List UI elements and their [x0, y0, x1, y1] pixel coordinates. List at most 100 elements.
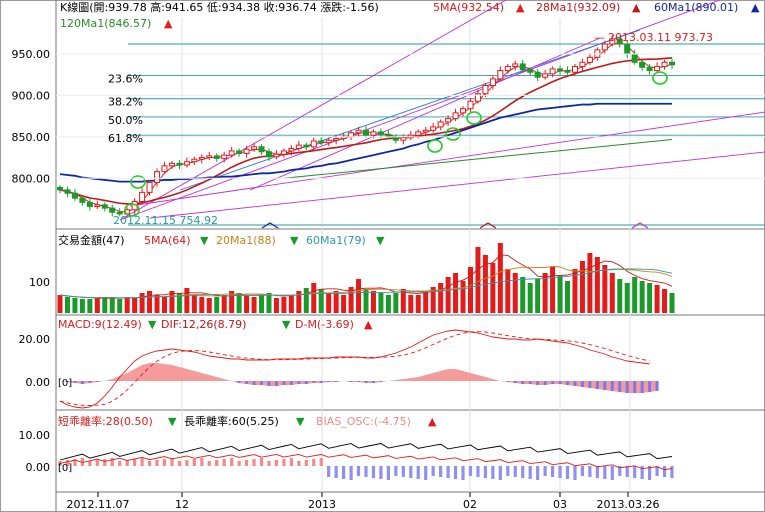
dif-line	[59, 329, 650, 409]
candle-body	[527, 69, 534, 73]
volume-bar	[147, 291, 153, 313]
bias-bar	[133, 459, 137, 466]
volume-bar	[445, 277, 451, 313]
macd-negative-bar	[88, 381, 92, 383]
macd-negative-bar	[543, 381, 547, 385]
candle-body	[86, 201, 93, 207]
macd-histogram-area	[60, 363, 658, 393]
macd-negative-bar	[349, 381, 353, 382]
macd-negative-bar	[640, 381, 644, 393]
bias-bar	[140, 458, 144, 466]
volume-bar	[169, 291, 175, 313]
candle-body	[370, 131, 377, 136]
volume-bar	[408, 295, 414, 313]
candle-body	[437, 121, 444, 128]
candle-body	[191, 158, 198, 163]
volume-bar	[288, 295, 294, 313]
macd-negative-bar	[536, 381, 540, 385]
volume-bar	[244, 295, 250, 313]
bias-bar	[147, 461, 152, 466]
trend-line	[129, 111, 765, 207]
macd-negative-bar	[260, 381, 264, 385]
volume-bar	[460, 281, 466, 313]
candle-body	[221, 154, 228, 159]
bias-short-line	[59, 453, 673, 471]
volume-bar	[385, 295, 391, 313]
volume-bar	[236, 293, 242, 313]
x-tick-label: 12	[175, 498, 189, 511]
volume-ma20-label: 20Ma1(88)	[216, 234, 276, 247]
bias-bar	[230, 458, 234, 466]
volume-bar	[415, 295, 421, 313]
bias-bar	[334, 466, 338, 478]
volume-ma20-arrow: ▼	[290, 234, 299, 247]
bias-bar	[573, 466, 577, 480]
volume-bar	[475, 247, 481, 313]
volume-bar	[579, 261, 585, 313]
bias-bar	[125, 460, 129, 466]
volume-ma-lines	[59, 254, 673, 299]
volume-bar	[520, 277, 526, 313]
volume-bar	[423, 291, 429, 313]
bias-bar	[304, 460, 308, 466]
candle-body	[348, 132, 355, 138]
volume-bar	[594, 257, 600, 313]
bias-bar	[200, 458, 204, 466]
bias-lines	[59, 443, 673, 471]
candle-body	[310, 140, 317, 148]
volume-bar	[632, 277, 638, 313]
ohlc-summary: K線圖(開:939.78 高:941.65 低:934.38 收:936.74 …	[60, 0, 379, 14]
bias-bar	[588, 466, 592, 477]
volume-bar	[176, 293, 182, 313]
bias-bar	[498, 466, 502, 480]
volume-bar	[161, 297, 167, 313]
candle-body	[661, 61, 668, 67]
macd-zero-label: [0]	[58, 378, 72, 389]
bias-bar	[476, 466, 480, 477]
candle-body	[669, 61, 675, 66]
volume-bar	[333, 291, 339, 313]
volume-bar	[565, 281, 571, 313]
candle-body	[228, 150, 235, 156]
volume-bar	[400, 289, 406, 313]
candle-body	[183, 161, 190, 166]
volume-bar	[639, 281, 645, 313]
volume-bar	[124, 297, 130, 313]
macd-negative-bar	[334, 381, 338, 382]
bias-bar	[513, 466, 517, 477]
bias-bar	[170, 458, 174, 466]
volume-bars	[57, 243, 675, 313]
bias-bar	[349, 466, 353, 480]
macd-negative-bar	[73, 381, 77, 383]
bias-bar	[662, 466, 667, 477]
candle-body	[482, 84, 489, 95]
candle-body	[280, 150, 287, 155]
candle-body	[452, 112, 459, 120]
candle-body	[616, 38, 623, 45]
fibonacci-labels: 23.6% 38.2% 50.0% 61.8%	[108, 73, 143, 146]
volume-bar	[57, 295, 63, 313]
bias-bar	[312, 459, 316, 466]
macd-negative-bar	[357, 381, 361, 382]
candle-body	[265, 151, 272, 158]
bias-bar	[297, 461, 301, 466]
ma60-line	[59, 102, 672, 183]
bias-bar	[483, 466, 488, 478]
high-annotation-marker: —	[594, 31, 605, 44]
volume-bar	[527, 283, 533, 313]
ma28-label: 28Ma1(932.09)	[536, 1, 620, 14]
volume-bar	[542, 273, 548, 313]
volume-bar	[94, 298, 100, 313]
x-tick-label: 2013	[308, 498, 336, 511]
bias-bar	[289, 458, 293, 466]
bias-bar	[282, 459, 286, 466]
volume-bar	[587, 253, 593, 313]
volume-bar	[609, 273, 615, 313]
macd-negative-bar	[80, 381, 84, 384]
volume-bar	[311, 283, 317, 313]
bias-short-label: 短乖離率:28(0.50)	[58, 414, 153, 428]
candle-body	[109, 207, 116, 213]
candle-body	[139, 191, 146, 202]
candle-body	[415, 131, 422, 136]
volume-bar	[505, 269, 511, 313]
